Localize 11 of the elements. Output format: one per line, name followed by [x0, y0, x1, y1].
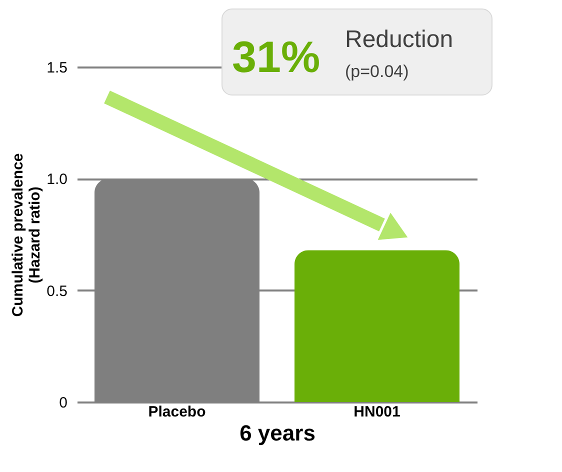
text: Reduction — [345, 26, 454, 53]
x-tick-label: Placebo — [148, 404, 206, 420]
y-tick-label: 0 — [59, 394, 68, 412]
annotation: 31% — [232, 33, 320, 82]
y-tick-label: 1.0 — [46, 171, 68, 188]
y-axis-title: Cumulative prevalence (Hazard ratio) — [10, 153, 44, 317]
x-tick-label: HN001 — [354, 404, 400, 420]
x-axis-title: 6 years — [240, 420, 316, 446]
y-tick-label: 0.5 — [46, 282, 68, 300]
annotation: (p=0.04) — [345, 62, 409, 81]
y-tick-label: 1.5 — [46, 60, 68, 76]
